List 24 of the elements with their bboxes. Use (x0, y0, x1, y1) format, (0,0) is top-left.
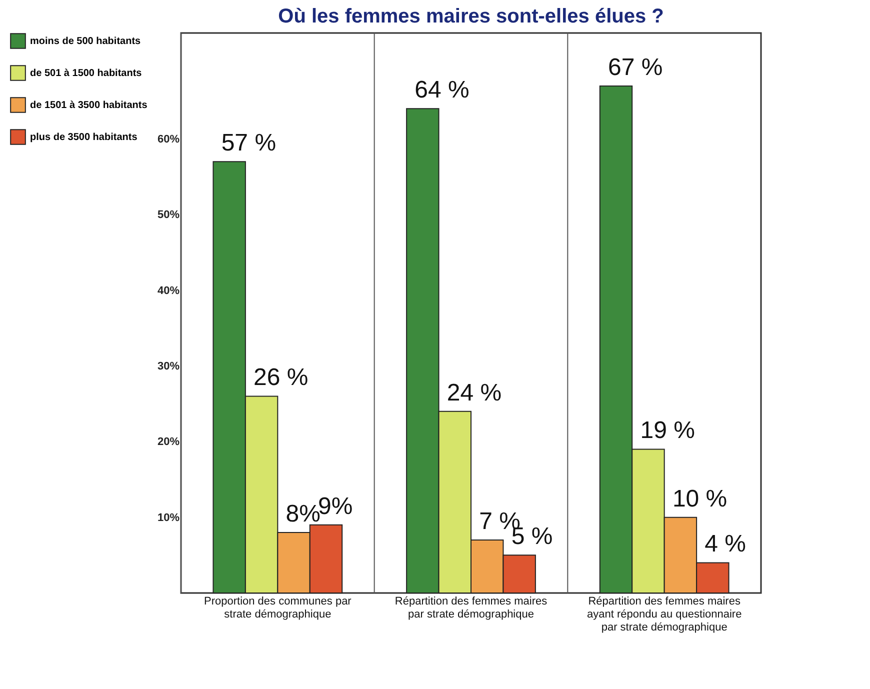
y-tick-label: 60% (157, 133, 180, 146)
data-label: 9% (318, 492, 353, 520)
data-label: 67 % (608, 54, 663, 81)
y-tick-label: 50% (157, 209, 180, 222)
data-label: 24 % (446, 379, 502, 406)
y-tick-label: 20% (157, 436, 180, 448)
legend-label: de 501 à 1500 habitants (30, 68, 142, 79)
data-label: 57 % (221, 130, 276, 157)
legend-label: plus de 3500 habitants (30, 132, 138, 143)
y-tick-label: 10% (157, 512, 180, 524)
legend-label: de 1501 à 3500 habitants (30, 100, 148, 111)
data-label: 4 % (704, 530, 746, 558)
data-label: 19 % (640, 417, 695, 444)
y-tick-label: 30% (157, 360, 180, 372)
x-tick-label: Proportion des communes par strate démographique (204, 596, 352, 620)
x-tick-label: Répartition des femmes maires ayant répondu au questionnaire par strate démographique (586, 596, 742, 634)
data-label: 8% (286, 500, 320, 528)
data-label: 26 % (254, 364, 308, 392)
data-label: 10 % (672, 485, 728, 512)
data-label: 64 % (414, 76, 470, 104)
chart-title: Où les femmes maires sont-elles élues ? (278, 6, 664, 28)
x-tick-label: Répartition des femmes maires par strate démographique (394, 596, 548, 620)
legend-label: moins de 500 habitants (30, 36, 142, 47)
y-tick-label: 40% (157, 284, 180, 297)
